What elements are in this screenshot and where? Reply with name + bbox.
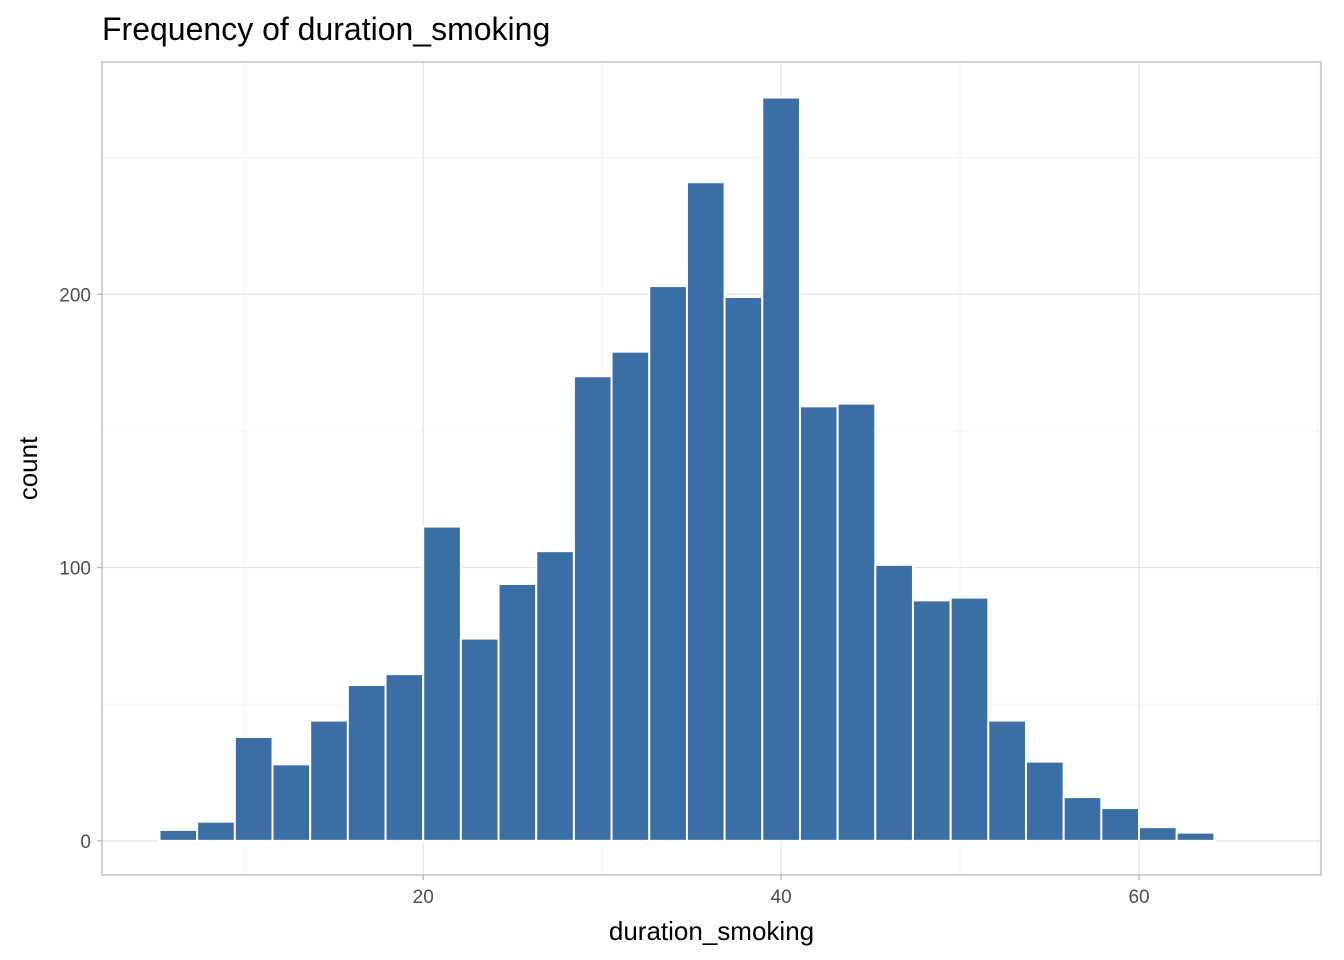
x-axis-ticks: 20 40 60 [413,875,1150,908]
x-tick-label: 20 [413,887,434,908]
histogram-bar-12 [572,375,613,842]
histogram-bar-13 [610,350,651,842]
histogram-bar-3 [233,735,274,842]
histogram-bar-26 [1100,807,1141,842]
histogram-bar-28 [1175,831,1216,842]
histogram-bar-11 [535,550,575,842]
histogram-bar-23 [987,719,1027,842]
histogram-bar-25 [1062,796,1103,842]
histogram-bar-21 [911,599,952,842]
y-tick-label: 200 [59,285,91,306]
histogram-bar-7 [384,673,425,842]
y-axis-title: count [13,436,43,500]
histogram-bar-10 [497,582,538,842]
histogram-bar-1 [158,828,199,842]
panel-border [101,61,1322,876]
y-axis-ticks: 0 100 200 [59,285,102,853]
x-tick-label: 40 [771,887,792,908]
histogram-bar-4 [271,763,312,842]
histogram-bar-8 [422,525,462,842]
histogram-bar-6 [346,684,387,842]
histogram-bar-15 [685,181,726,842]
chart-title: Frequency of duration_smoking [102,11,550,47]
y-tick-label: 0 [80,832,91,853]
histogram-bar-27 [1138,826,1178,842]
histogram-bar-19 [836,402,877,842]
histogram-bar-22 [949,596,990,842]
histogram-bar-5 [309,719,349,842]
histogram-bar-16 [723,296,764,842]
histogram-bar-14 [648,285,688,842]
histogram-bar-24 [1024,760,1065,842]
histogram-bar-18 [798,405,839,842]
histogram-bar-2 [196,820,236,842]
x-axis-title: duration_smoking [609,916,814,946]
y-tick-label: 100 [59,559,91,580]
histogram-bar-20 [874,563,914,842]
histogram-bar-17 [761,96,801,842]
histogram-bars [158,96,1216,842]
histogram-bar-9 [459,637,500,842]
x-tick-label: 60 [1128,887,1149,908]
